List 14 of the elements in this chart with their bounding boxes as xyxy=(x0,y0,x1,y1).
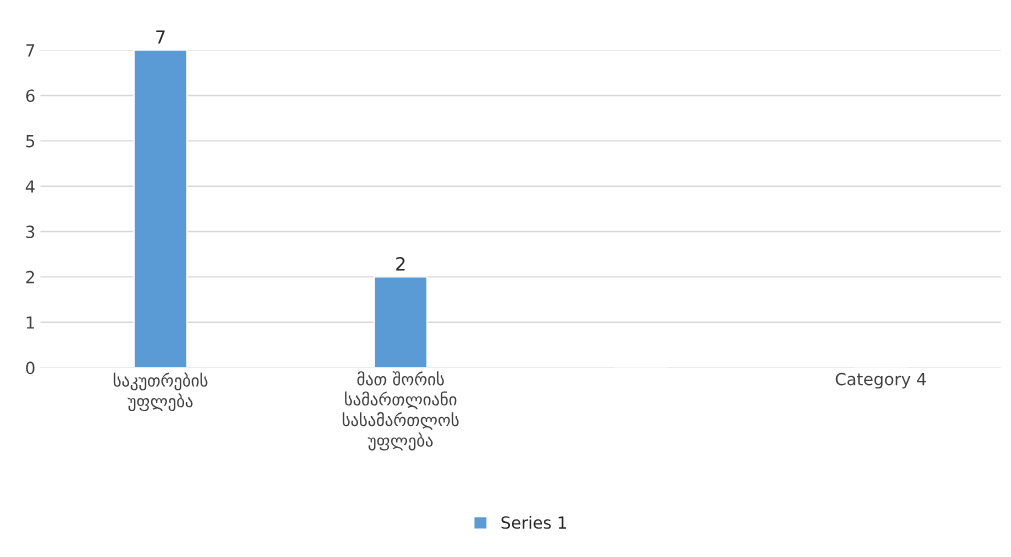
x-tick-label: Category 4 xyxy=(835,372,926,389)
y-tick-label: 7 xyxy=(26,44,35,57)
data-label: 7 xyxy=(156,30,165,44)
y-tick-label: 5 xyxy=(26,135,35,148)
data-label: 2 xyxy=(396,256,405,271)
x-tick-label: მათ შორის სამართლიანი სასამართლოს უფლება xyxy=(342,371,459,451)
x-tick-label: საკუთრების უფლება xyxy=(113,372,208,412)
y-tick-label: 6 xyxy=(26,89,35,103)
legend-label: Series 1 xyxy=(501,515,567,529)
y-tick-label: 1 xyxy=(26,316,35,329)
y-tick-label: 0 xyxy=(26,361,35,375)
y-tick-label: 4 xyxy=(25,180,35,193)
y-tick-label: 2 xyxy=(26,270,34,284)
y-tick-label: 3 xyxy=(26,225,35,239)
